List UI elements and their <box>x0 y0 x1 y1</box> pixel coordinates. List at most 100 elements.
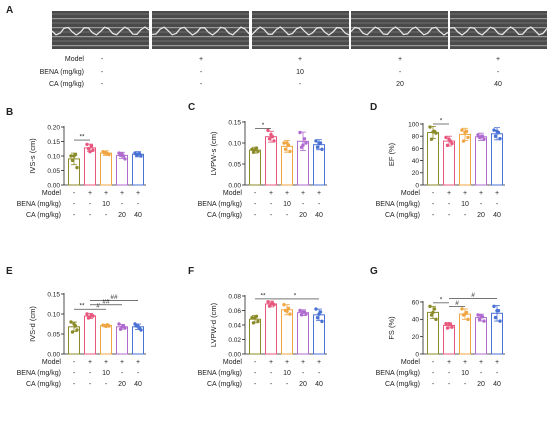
treatment-cell: 40 <box>315 381 323 388</box>
panel-a-cell: + <box>398 56 402 63</box>
treatment-cell: - <box>270 212 273 219</box>
treatment-cell: 40 <box>134 381 142 388</box>
treatment-cell: 20 <box>477 381 485 388</box>
treatment-cell: - <box>318 201 321 208</box>
data-point <box>466 135 470 140</box>
significance-label: ** <box>260 292 266 299</box>
treatment-cell: - <box>121 370 124 377</box>
significance-label: ## <box>110 294 118 301</box>
y-tick-label: 40 <box>412 317 420 324</box>
data-point <box>479 135 483 139</box>
panel-a-row-label: CA (mg/kg) <box>49 81 84 88</box>
treatment-cell: + <box>317 359 321 366</box>
data-point <box>314 139 318 143</box>
panel-c: C LVPW-s (cm) 0.00 0.05 0.10 0.15 * Model BENA (… <box>188 102 327 219</box>
treatment-cell: - <box>254 212 257 219</box>
panel-letter: G <box>370 266 378 277</box>
significance-label: * <box>262 122 265 129</box>
y-axis-label: IVS-s (cm) <box>28 138 37 174</box>
data-point <box>266 300 270 304</box>
treatment-cell: - <box>89 201 92 208</box>
data-point <box>444 321 448 326</box>
data-point <box>85 142 89 147</box>
data-point <box>317 312 321 316</box>
data-point <box>498 136 502 141</box>
treatment-cell: + <box>104 359 108 366</box>
data-point <box>315 316 320 320</box>
y-tick-label: 0.02 <box>228 337 241 344</box>
data-point <box>253 316 257 320</box>
data-point <box>70 330 75 334</box>
treatment-row-label: Model <box>401 190 421 197</box>
y-tick-label: 0.05 <box>47 168 60 175</box>
treatment-cell: - <box>432 359 435 366</box>
y-tick-label: 100 <box>408 121 419 128</box>
data-point <box>298 130 302 135</box>
data-point <box>460 128 464 132</box>
treatment-cell: - <box>432 381 435 388</box>
bar <box>443 140 455 186</box>
bar <box>265 136 277 186</box>
treatment-cell: - <box>448 370 451 377</box>
panel-a-cell: - <box>399 69 402 76</box>
data-point <box>88 315 92 319</box>
panel-d: D EF (%) 0 20 40 60 80 100 * Model BENA (mg/kg) CA … <box>370 102 505 219</box>
data-point <box>250 316 254 320</box>
significance-label: # <box>455 300 459 307</box>
panel-a-cell: - <box>101 56 104 63</box>
treatment-row-label: CA (mg/kg) <box>385 212 420 219</box>
treatment-cell: - <box>73 359 76 366</box>
treatment-cell: + <box>447 359 451 366</box>
data-point <box>299 313 304 317</box>
data-point <box>256 319 260 324</box>
y-tick-label: 60 <box>412 146 420 153</box>
data-point <box>492 128 496 132</box>
treatment-cell: - <box>270 370 273 377</box>
wall-trace-5 <box>449 26 548 36</box>
panel-a-cell: - <box>101 69 104 76</box>
treatment-cell: 40 <box>493 212 501 219</box>
data-point <box>269 132 273 137</box>
treatment-cell: + <box>495 359 499 366</box>
y-axis-label: FS (%) <box>387 316 396 340</box>
treatment-cell: - <box>432 190 435 197</box>
data-point <box>320 147 324 151</box>
y-axis-label: IVS-d (cm) <box>28 306 37 342</box>
panel-a-cell: 40 <box>494 81 502 88</box>
treatment-row-label: BENA (mg/kg) <box>17 370 61 377</box>
data-point <box>283 147 288 151</box>
data-point <box>431 310 435 315</box>
treatment-cell: + <box>136 359 140 366</box>
bar <box>459 133 471 186</box>
treatment-cell: - <box>464 381 467 388</box>
treatment-cell: + <box>269 359 273 366</box>
panel-a-row-label: BENA (mg/kg) <box>40 69 84 76</box>
treatment-cell: + <box>269 190 273 197</box>
data-point <box>117 322 121 326</box>
significance-label: ** <box>79 303 85 310</box>
data-point <box>286 306 291 311</box>
echo-image-5 <box>450 11 547 49</box>
significance-label: ** <box>79 134 85 141</box>
data-point <box>429 313 434 317</box>
data-point <box>428 125 432 129</box>
treatment-row-label: Model <box>223 359 243 366</box>
y-tick-label: 0.10 <box>47 311 60 318</box>
y-axis-label: LVPW-s (cm) <box>209 131 218 175</box>
treatment-cell: + <box>479 190 483 197</box>
treatment-row-label: BENA (mg/kg) <box>376 370 420 377</box>
bar <box>249 318 261 355</box>
panel-letter: C <box>188 102 195 113</box>
treatment-row-label: CA (mg/kg) <box>207 212 242 219</box>
treatment-cell: 20 <box>118 212 126 219</box>
treatment-cell: 10 <box>461 201 469 208</box>
data-point <box>429 137 434 141</box>
panel-a-cell: - <box>200 69 203 76</box>
data-point <box>317 141 321 145</box>
treatment-cell: - <box>432 212 435 219</box>
treatment-cell: - <box>89 212 92 219</box>
treatment-cell: + <box>120 190 124 197</box>
bar <box>249 149 261 186</box>
